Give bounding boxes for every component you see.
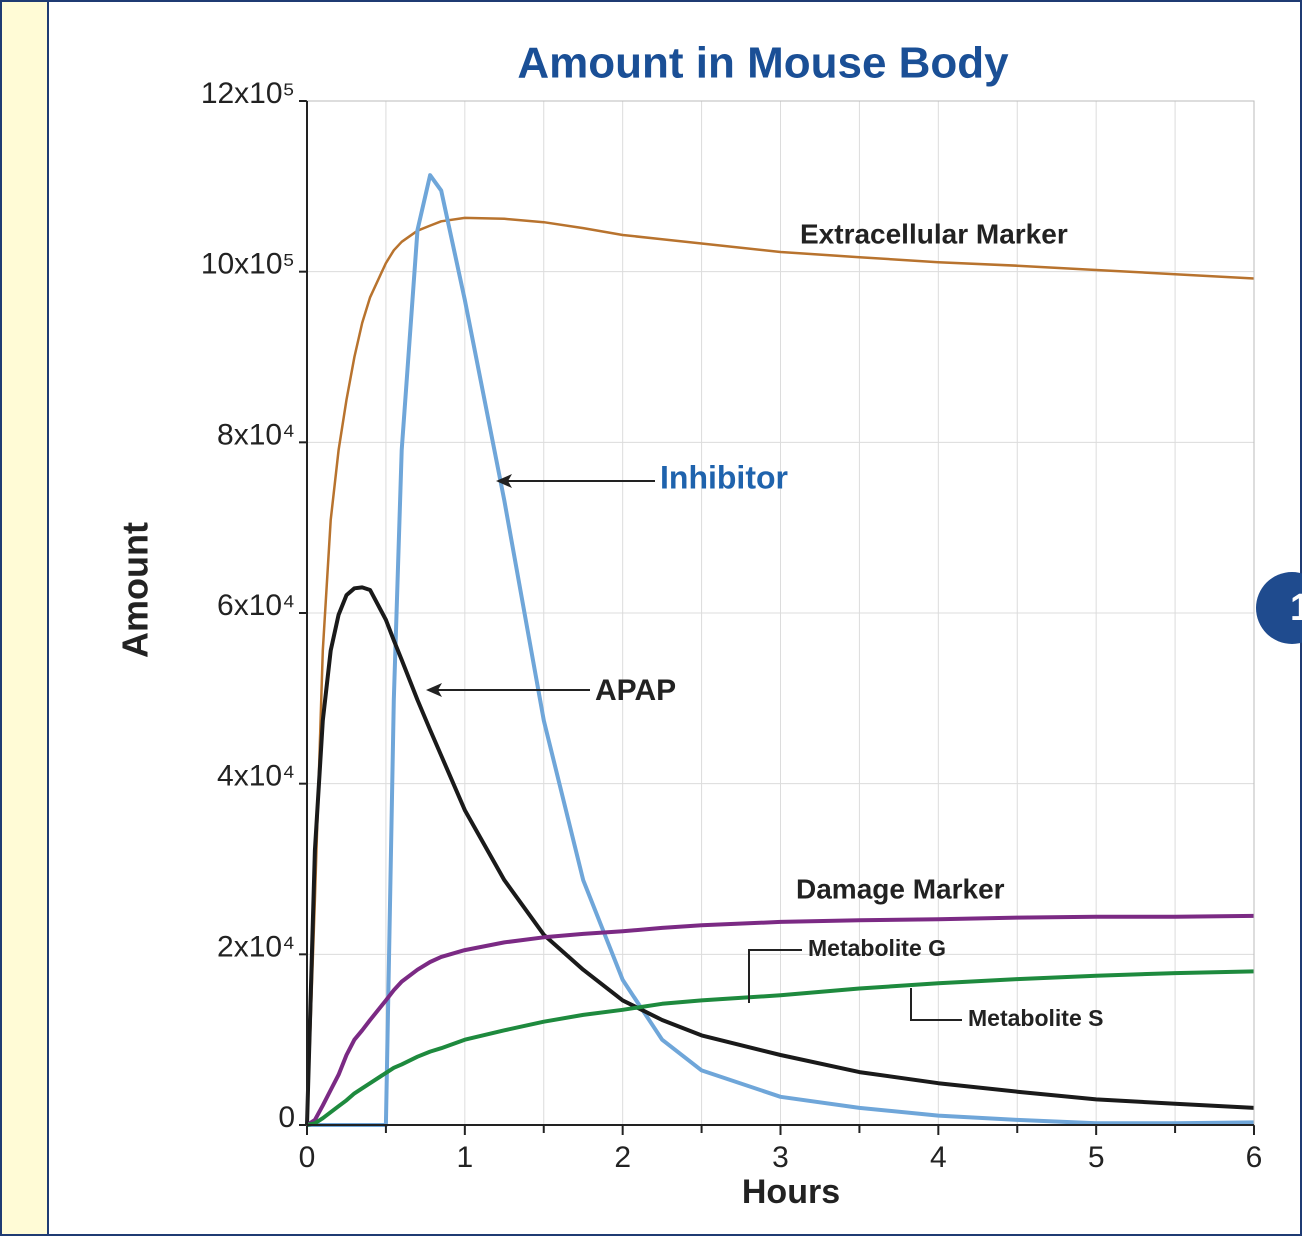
leader-line xyxy=(910,988,962,1021)
y-tick-label: 10x10⁵ xyxy=(201,248,295,281)
leader-line xyxy=(748,949,802,1003)
y-axis-label: Amount xyxy=(115,522,156,658)
x-axis-label: Hours xyxy=(742,1173,840,1211)
lines xyxy=(305,173,1255,1127)
y-tick-label: 8x10⁴ xyxy=(217,418,295,451)
side-strip xyxy=(0,0,48,1236)
y-tick-label: 0 xyxy=(278,1101,295,1134)
annotation: Metabolite S xyxy=(968,1005,1103,1031)
arrowhead xyxy=(496,474,512,488)
annotation: Extracellular Marker xyxy=(800,218,1068,249)
x-tick-label: 6 xyxy=(1246,1141,1263,1174)
x-tick-label: 5 xyxy=(1088,1141,1105,1174)
y-tick-label: 4x10⁴ xyxy=(217,760,295,793)
y-tick-label: 6x10⁴ xyxy=(217,589,295,622)
axes: 0 2x10⁴ 4x10⁴ 6x10⁴ 8x10⁴ 10x10⁵ 12x10⁵ 0 1 2 3 4 5 6 xyxy=(201,77,1263,1174)
x-tick-label: 4 xyxy=(930,1141,947,1174)
annotation: Metabolite G xyxy=(808,935,946,961)
y-tick-label: 12x10⁵ xyxy=(201,77,295,110)
y-tick-label: 2x10⁴ xyxy=(217,930,295,963)
annotation: Damage Marker xyxy=(796,873,1005,904)
badge-text: 1 xyxy=(1290,587,1302,629)
series-line xyxy=(305,913,1255,1127)
x-tick-label: 3 xyxy=(772,1141,789,1174)
annotation: Inhibitor xyxy=(660,459,788,495)
annotations: Extracellular Marker Inhibitor APAP Dama… xyxy=(426,218,1103,1031)
annotation: APAP xyxy=(595,674,676,707)
badge xyxy=(1256,572,1302,644)
x-tick-label: 0 xyxy=(299,1141,316,1174)
x-tick-label: 1 xyxy=(456,1141,473,1174)
arrowhead xyxy=(426,683,442,697)
series-line xyxy=(305,585,1255,1126)
x-tick-label: 2 xyxy=(614,1141,631,1174)
series-line xyxy=(305,216,1255,1126)
series-line xyxy=(306,969,1255,1127)
chart-title: Amount in Mouse Body xyxy=(517,39,1009,88)
grid xyxy=(306,100,1255,1126)
